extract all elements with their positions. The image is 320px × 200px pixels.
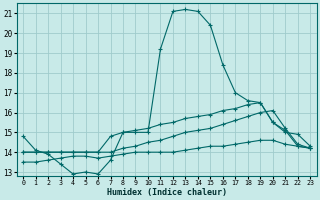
X-axis label: Humidex (Indice chaleur): Humidex (Indice chaleur) — [107, 188, 227, 197]
